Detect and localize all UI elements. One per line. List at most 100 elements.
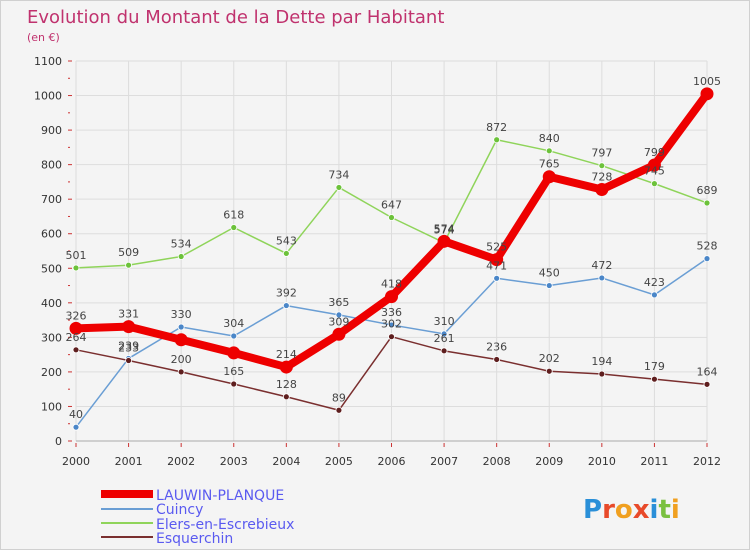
data-label: 840 (539, 132, 560, 145)
data-label: 501 (66, 249, 87, 262)
x-tick-label: 2012 (693, 455, 721, 468)
data-point (700, 87, 714, 101)
data-point (282, 393, 290, 401)
y-tick-label: 700 (41, 193, 62, 206)
data-point (388, 333, 395, 341)
data-label: 534 (171, 238, 192, 251)
data-label: 326 (66, 309, 87, 322)
data-label: 331 (118, 308, 139, 321)
data-label: 89 (332, 391, 346, 404)
y-tick-label: 200 (41, 366, 62, 379)
legend-label-lauwin: LAUWIN-PLANQUE (156, 488, 284, 504)
data-label: 418 (381, 278, 402, 291)
data-point (703, 199, 711, 207)
data-point (493, 136, 501, 144)
chart-subtitle: (en €) (27, 31, 60, 44)
data-point (230, 380, 238, 388)
data-label: 543 (276, 234, 297, 247)
data-label: 165 (223, 365, 244, 378)
data-label: 309 (328, 315, 349, 328)
series-group (69, 87, 714, 431)
x-tick-label: 2004 (272, 455, 300, 468)
data-label: 336 (381, 306, 402, 319)
x-tick-label: 2011 (640, 455, 668, 468)
data-point (703, 380, 711, 388)
data-label: 797 (591, 147, 612, 160)
y-tick-label: 1100 (34, 55, 62, 68)
data-point (493, 356, 501, 363)
axes: 0 100 200 300 400 500 600 700 800 900 1000 1100 2000… (34, 55, 721, 468)
data-point (490, 253, 504, 267)
data-label: 745 (644, 165, 665, 178)
data-point (230, 332, 238, 340)
data-label: 525 (486, 241, 507, 254)
y-tick-label: 800 (41, 159, 62, 172)
data-point (72, 423, 80, 431)
data-label: 194 (591, 355, 612, 368)
x-tick-label: 2001 (115, 455, 143, 468)
data-point (542, 170, 556, 184)
data-point (72, 346, 80, 354)
data-label: 574 (434, 222, 455, 235)
y-tick-label: 600 (41, 228, 62, 241)
y-tick-label: 900 (41, 124, 62, 137)
data-label: 261 (434, 332, 455, 345)
x-tick-label: 2003 (220, 455, 248, 468)
data-point (440, 330, 448, 338)
data-label: 472 (591, 259, 612, 272)
x-tick-label: 2010 (588, 455, 616, 468)
data-labels: 501 509 534 618 543 734 647 574 872 840 797 745 689 4… (66, 75, 722, 421)
data-label: 392 (276, 287, 297, 300)
y-tick-label: 500 (41, 262, 62, 275)
data-label: 214 (276, 348, 297, 361)
data-label: 128 (276, 378, 297, 391)
x-tick-label: 2000 (62, 455, 90, 468)
data-point (651, 180, 658, 188)
y-tick-label: 100 (41, 400, 62, 413)
proxiti-logo: Proxiti (583, 495, 680, 525)
svg-text:Proxiti: Proxiti (583, 495, 680, 525)
data-label: 264 (66, 331, 87, 344)
data-label: 236 (486, 340, 507, 353)
y-tick-label: 300 (41, 331, 62, 344)
data-point (335, 406, 343, 414)
data-point (177, 253, 185, 260)
x-tick-label: 2006 (378, 455, 406, 468)
data-label: 509 (118, 246, 139, 259)
data-label: 365 (328, 296, 349, 309)
data-point (703, 255, 711, 263)
data-point (282, 302, 290, 309)
data-label: 233 (118, 342, 139, 355)
data-label: 304 (223, 317, 244, 330)
data-point (279, 360, 293, 374)
data-point (177, 323, 185, 331)
x-tick-label: 2009 (535, 455, 563, 468)
data-point (227, 346, 241, 360)
data-point (651, 375, 658, 383)
data-label: 647 (381, 198, 402, 211)
data-point (230, 224, 238, 231)
data-point (388, 321, 395, 329)
data-label: 765 (539, 158, 560, 171)
data-label: 618 (223, 209, 244, 222)
y-tick-label: 0 (55, 435, 62, 448)
y-tick-label: 1000 (34, 90, 62, 103)
y-tick-label: 400 (41, 297, 62, 310)
data-label: 302 (381, 318, 402, 331)
data-point (174, 333, 188, 347)
data-label: 40 (69, 408, 83, 421)
x-tick-label: 2002 (167, 455, 195, 468)
data-point (122, 320, 136, 334)
data-label: 728 (591, 171, 612, 184)
grid (75, 60, 708, 442)
data-point (598, 370, 606, 378)
data-label: 450 (539, 267, 560, 280)
data-point (595, 183, 609, 197)
x-tick-label: 2005 (325, 455, 353, 468)
chart-title: Evolution du Montant de la Dette par Hab… (27, 7, 444, 28)
data-label: 200 (171, 353, 192, 366)
data-label: 1005 (693, 75, 721, 88)
data-point (69, 321, 83, 335)
